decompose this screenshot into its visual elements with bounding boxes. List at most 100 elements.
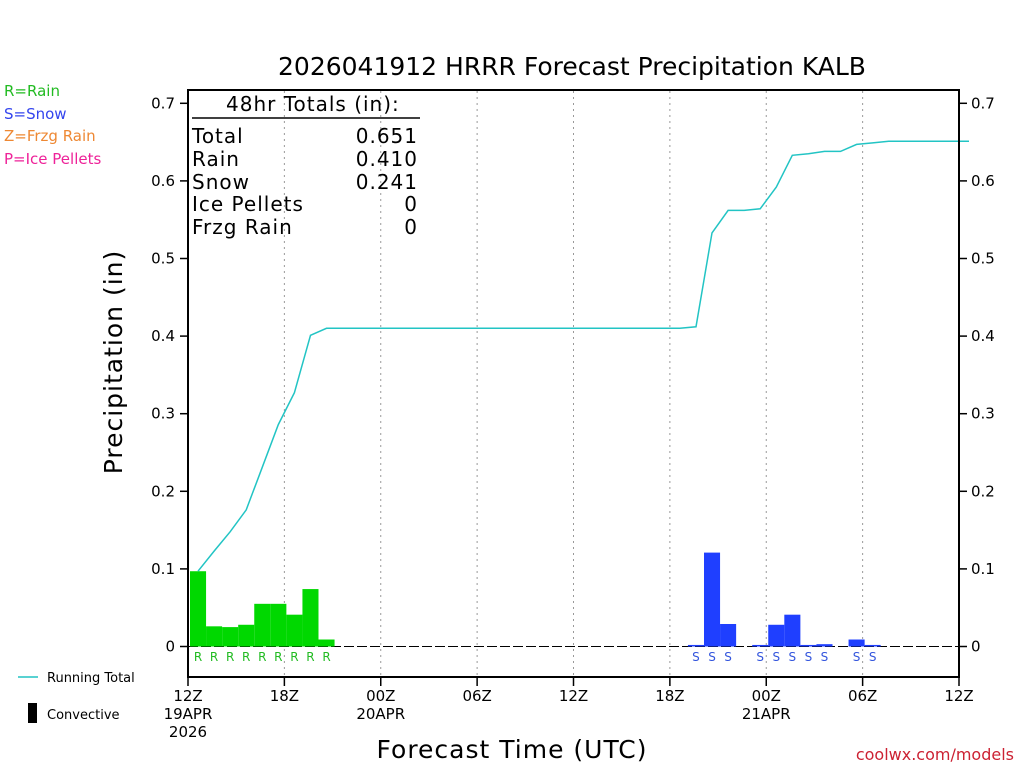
precip-bar — [238, 624, 255, 647]
precip-type-label: S — [805, 650, 813, 664]
precip-bar — [752, 644, 769, 647]
x-tick-label: 06Z — [462, 687, 491, 705]
precip-type-label: S — [692, 650, 700, 664]
totals-label-total: Total — [191, 124, 244, 148]
y-tick-label-left: 0.3 — [151, 405, 175, 423]
x-tick-label: 12Z — [559, 687, 588, 705]
x-tick-label: 18Z — [270, 687, 299, 705]
precip-bar — [286, 614, 303, 647]
y-tick-label-right: 0.6 — [971, 172, 995, 190]
precip-type-label: R — [258, 650, 266, 664]
totals-value-snow: 0.241 — [356, 170, 418, 194]
x-tick-label: 00Z — [366, 687, 395, 705]
y-tick-label-left: 0 — [165, 638, 175, 656]
precip-type-legend: R=Rain S=Snow Z=Frzg Rain P=Ice Pellets — [4, 82, 101, 168]
y-tick-label-right: 0 — [971, 638, 981, 656]
x-tick-label: 18Z — [655, 687, 684, 705]
totals-box: 48hr Totals (in): Total 0.651 Rain 0.410… — [191, 92, 420, 239]
precip-bar — [318, 639, 335, 647]
precip-type-label: R — [306, 650, 314, 664]
y-tick-label-right: 0.5 — [971, 250, 995, 268]
precip-bar — [704, 552, 721, 647]
totals-value-freezing-rain: 0 — [404, 215, 418, 239]
precip-type-label: R — [242, 650, 250, 664]
x-tick-label: 12Z — [944, 687, 973, 705]
y-axis-title: Precipitation (in) — [99, 250, 128, 475]
precip-bar — [302, 589, 319, 647]
legend-ice-pellets: P=Ice Pellets — [4, 150, 101, 168]
precip-bar — [784, 614, 801, 647]
precip-bar — [206, 626, 223, 647]
precip-type-label: S — [853, 650, 861, 664]
precip-type-label: S — [724, 650, 732, 664]
y-tick-label-right: 0.4 — [971, 327, 995, 345]
totals-label-freezing-rain: Frzg Rain — [192, 215, 293, 239]
x-axis-title: Forecast Time (UTC) — [377, 735, 648, 764]
precip-type-label: S — [821, 650, 829, 664]
grid-lines — [188, 91, 959, 676]
y-tick-label-right: 0.1 — [971, 560, 995, 578]
y-tick-label-left: 0.7 — [151, 94, 175, 112]
precip-type-label: S — [789, 650, 797, 664]
x-tick-label: 00Z — [752, 687, 781, 705]
y-tick-label-left: 0.6 — [151, 172, 175, 190]
precip-bar — [222, 627, 239, 647]
y-tick-label-left: 0.4 — [151, 327, 175, 345]
legend-freezing-rain: Z=Frzg Rain — [4, 127, 96, 145]
x-tick-label: 2026 — [169, 723, 207, 741]
totals-value-rain: 0.410 — [356, 147, 418, 171]
precip-type-label: R — [322, 650, 330, 664]
precip-bars — [190, 552, 881, 647]
y-tick-label-right: 0.2 — [971, 482, 995, 500]
site-credit: coolwx.com/models — [856, 745, 1014, 764]
y-tick-label-left: 0.5 — [151, 250, 175, 268]
legend-snow: S=Snow — [4, 105, 67, 123]
precip-type-label: S — [772, 650, 780, 664]
series-legend: Running Total Convective — [18, 671, 135, 723]
precip-bar — [254, 603, 271, 647]
precip-bar — [190, 571, 207, 647]
totals-label-ice-pellets: Ice Pellets — [192, 192, 304, 216]
precip-bar — [864, 644, 881, 647]
totals-header: 48hr Totals (in): — [226, 92, 400, 116]
x-tick-label: 12Z — [173, 687, 202, 705]
precip-type-label: R — [274, 650, 282, 664]
running-total-line — [197, 140, 969, 572]
precip-type-label: S — [756, 650, 764, 664]
precip-type-label: R — [194, 650, 202, 664]
convective-legend-label: Convective — [47, 708, 120, 723]
totals-value-ice-pellets: 0 — [404, 192, 418, 216]
x-tick-label: 19APR — [164, 705, 213, 723]
precip-type-label: S — [708, 650, 716, 664]
y-tick-label-right: 0.3 — [971, 405, 995, 423]
totals-label-rain: Rain — [192, 147, 240, 171]
running-total-series — [197, 140, 969, 572]
precip-bar — [800, 644, 817, 647]
precip-bar — [720, 623, 737, 647]
plot-frame — [187, 89, 960, 678]
y-tick-label-left: 0.2 — [151, 482, 175, 500]
running-total-legend-label: Running Total — [47, 671, 135, 686]
precip-type-label: R — [290, 650, 298, 664]
y-tick-label-left: 0.1 — [151, 560, 175, 578]
precip-type-label: R — [210, 650, 218, 664]
totals-value-total: 0.651 — [356, 124, 418, 148]
x-tick-label: 21APR — [742, 705, 791, 723]
precip-bar — [848, 639, 865, 647]
x-tick-label: 06Z — [848, 687, 877, 705]
y-tick-label-right: 0.7 — [971, 94, 995, 112]
y-axis: 0 00.1 0.10.2 0.20.3 0.30.4 0.40.5 0.50.6 0.60.… — [151, 94, 995, 655]
convective-legend-swatch — [28, 703, 37, 723]
precip-type-label: R — [226, 650, 234, 664]
precip-type-label: S — [869, 650, 877, 664]
x-tick-label: 20APR — [356, 705, 405, 723]
totals-label-snow: Snow — [192, 170, 250, 194]
precip-bar — [270, 603, 287, 647]
legend-rain: R=Rain — [4, 82, 60, 100]
precip-bar — [687, 644, 704, 647]
precip-bar — [768, 624, 785, 647]
precip-bar — [816, 644, 833, 647]
